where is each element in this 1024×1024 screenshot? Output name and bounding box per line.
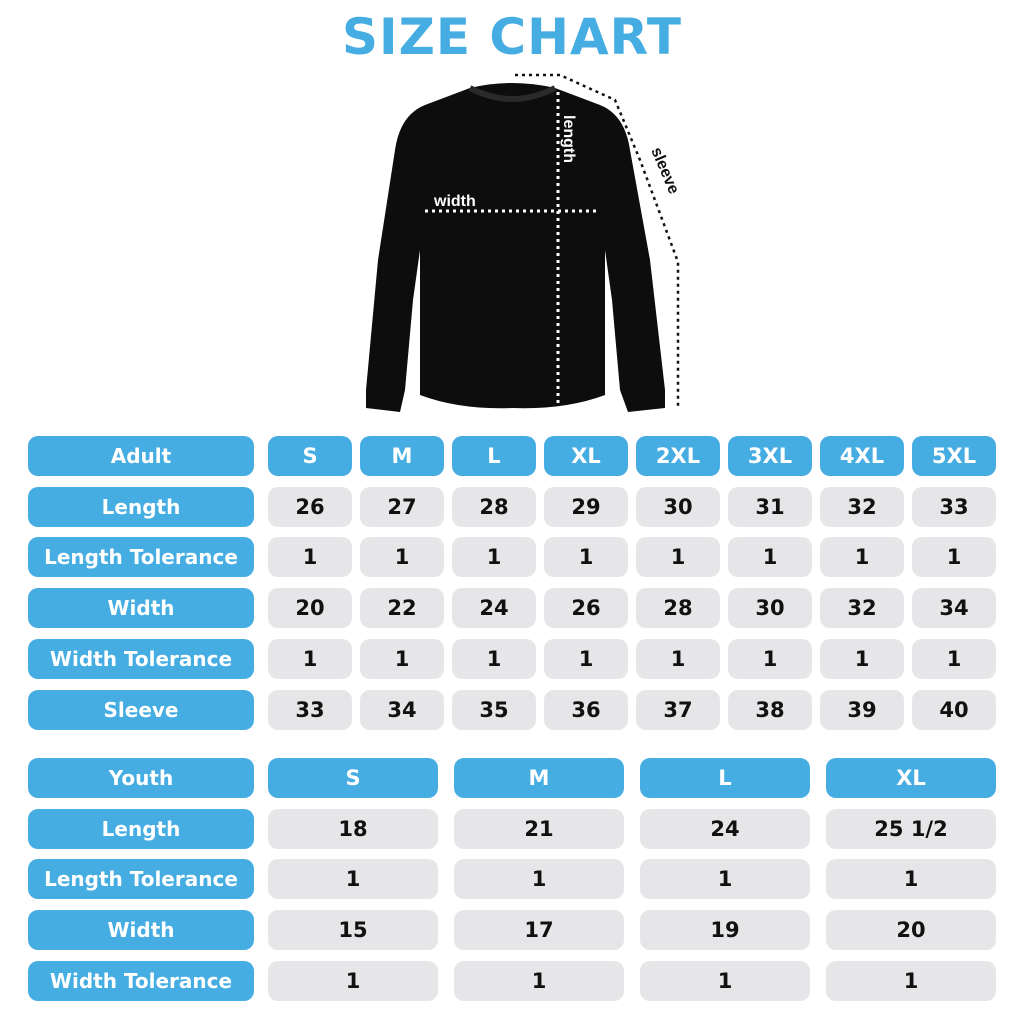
adult-size-header: 5XL: [912, 436, 996, 476]
adult-value-cell: 28: [452, 486, 536, 527]
adult-value-cell: 20: [268, 588, 352, 629]
adult-value-cell: 24: [452, 588, 536, 629]
youth-value-cell: 20: [826, 910, 996, 951]
adult-value-cell: 26: [544, 588, 628, 629]
adult-header-label: Adult: [28, 436, 254, 476]
youth-value-cell: 1: [454, 859, 624, 900]
youth-value-cell: 1: [268, 960, 438, 1001]
adult-value-cell: 34: [912, 588, 996, 629]
sweatshirt-image: [366, 83, 665, 412]
youth-value-cell: 21: [454, 808, 624, 849]
adult-value-cell: 22: [360, 588, 444, 629]
adult-value-cell: 28: [636, 588, 720, 629]
adult-value-cell: 40: [912, 689, 996, 730]
youth-row-label: Width: [28, 910, 254, 951]
youth-size-header: M: [454, 758, 624, 798]
adult-size-header: 4XL: [820, 436, 904, 476]
adult-size-header: S: [268, 436, 352, 476]
adult-row-label: Sleeve: [28, 689, 254, 730]
adult-value-cell: 38: [728, 689, 812, 730]
adult-value-cell: 26: [268, 486, 352, 527]
width-label: width: [433, 193, 476, 210]
adult-value-cell: 32: [820, 486, 904, 527]
adult-value-cell: 35: [452, 689, 536, 730]
adult-size-header: M: [360, 436, 444, 476]
adult-value-cell: 1: [452, 638, 536, 679]
adult-size-header: 3XL: [728, 436, 812, 476]
adult-value-cell: 1: [544, 537, 628, 578]
adult-size-header: 2XL: [636, 436, 720, 476]
youth-header-label: Youth: [28, 758, 254, 798]
youth-value-cell: 24: [640, 808, 810, 849]
adult-value-cell: 1: [912, 638, 996, 679]
adult-value-cell: 1: [820, 638, 904, 679]
adult-value-cell: 1: [268, 638, 352, 679]
adult-value-cell: 1: [544, 638, 628, 679]
adult-value-cell: 1: [636, 537, 720, 578]
adult-value-cell: 1: [268, 537, 352, 578]
adult-value-cell: 1: [360, 638, 444, 679]
sweatshirt-diagram: width length sleeve: [366, 73, 682, 412]
youth-value-cell: 19: [640, 910, 810, 951]
youth-value-cell: 1: [640, 859, 810, 900]
adult-value-cell: 33: [268, 689, 352, 730]
adult-value-cell: 1: [452, 537, 536, 578]
adult-value-cell: 29: [544, 486, 628, 527]
adult-value-cell: 27: [360, 486, 444, 527]
youth-value-cell: 1: [640, 960, 810, 1001]
page-title: SIZE CHART: [341, 8, 683, 66]
length-label: length: [560, 115, 577, 163]
adult-row-label: Width: [28, 588, 254, 629]
youth-row-label: Length Tolerance: [28, 859, 254, 900]
adult-value-cell: 30: [728, 588, 812, 629]
adult-row-label: Length Tolerance: [28, 537, 254, 578]
adult-size-header: XL: [544, 436, 628, 476]
youth-size-header: L: [640, 758, 810, 798]
adult-size-header: L: [452, 436, 536, 476]
adult-value-cell: 33: [912, 486, 996, 527]
adult-value-cell: 34: [360, 689, 444, 730]
adult-value-cell: 1: [820, 537, 904, 578]
adult-value-cell: 1: [360, 537, 444, 578]
youth-value-cell: 17: [454, 910, 624, 951]
adult-value-cell: 1: [636, 638, 720, 679]
adult-value-cell: 39: [820, 689, 904, 730]
youth-value-cell: 25 1/2: [826, 808, 996, 849]
youth-value-cell: 1: [454, 960, 624, 1001]
youth-size-header: S: [268, 758, 438, 798]
youth-value-cell: 1: [826, 960, 996, 1001]
youth-row-label: Length: [28, 808, 254, 849]
adult-value-cell: 1: [728, 638, 812, 679]
adult-value-cell: 1: [912, 537, 996, 578]
adult-value-cell: 1: [728, 537, 812, 578]
adult-value-cell: 30: [636, 486, 720, 527]
youth-row-label: Width Tolerance: [28, 960, 254, 1001]
adult-value-cell: 36: [544, 689, 628, 730]
youth-value-cell: 1: [826, 859, 996, 900]
adult-value-cell: 31: [728, 486, 812, 527]
adult-row-label: Width Tolerance: [28, 638, 254, 679]
sleeve-label: sleeve: [647, 145, 682, 197]
youth-value-cell: 15: [268, 910, 438, 951]
adult-row-label: Length: [28, 486, 254, 527]
adult-value-cell: 37: [636, 689, 720, 730]
youth-value-cell: 1: [268, 859, 438, 900]
youth-value-cell: 18: [268, 808, 438, 849]
youth-size-header: XL: [826, 758, 996, 798]
adult-value-cell: 32: [820, 588, 904, 629]
